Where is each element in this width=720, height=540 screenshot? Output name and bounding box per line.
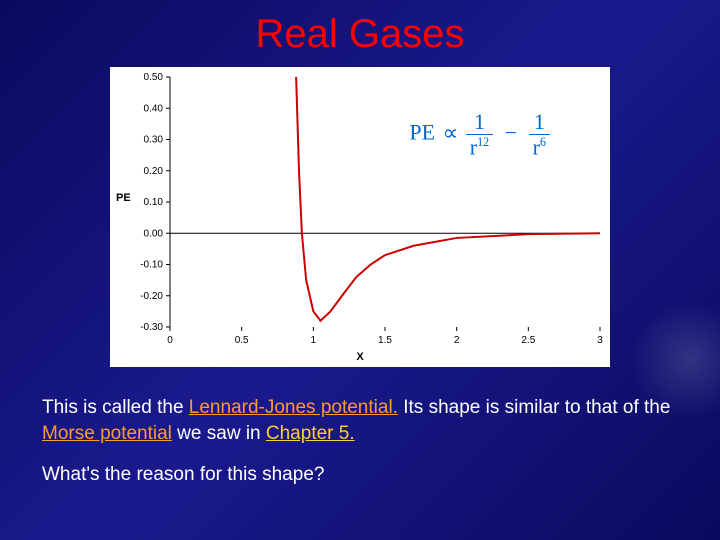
question-text: What's the reason for this shape? bbox=[0, 446, 720, 486]
y-axis-label: PE bbox=[116, 192, 131, 204]
svg-text:0.5: 0.5 bbox=[235, 335, 249, 346]
svg-text:-0.30: -0.30 bbox=[140, 322, 163, 333]
lj-chart: -0.30-0.20-0.100.000.100.200.300.400.500… bbox=[110, 67, 610, 367]
svg-text:-0.20: -0.20 bbox=[140, 291, 163, 302]
svg-text:1: 1 bbox=[311, 335, 317, 346]
svg-text:0: 0 bbox=[167, 335, 173, 346]
svg-text:3: 3 bbox=[597, 335, 603, 346]
svg-text:0.30: 0.30 bbox=[144, 135, 164, 146]
svg-text:1.5: 1.5 bbox=[378, 335, 392, 346]
body-text: This is called the Lennard-Jones potenti… bbox=[0, 367, 720, 446]
slide-title: Real Gases bbox=[0, 0, 720, 57]
svg-text:0.00: 0.00 bbox=[144, 228, 164, 239]
svg-text:2.5: 2.5 bbox=[521, 335, 535, 346]
pe-formula: PE ∝ 1 r12 − 1 r6 bbox=[409, 111, 550, 158]
svg-text:0.40: 0.40 bbox=[144, 103, 164, 114]
x-axis-label: X bbox=[356, 351, 363, 363]
svg-text:2: 2 bbox=[454, 335, 460, 346]
svg-text:-0.10: -0.10 bbox=[140, 260, 163, 271]
svg-text:0.10: 0.10 bbox=[144, 197, 164, 208]
svg-text:0.20: 0.20 bbox=[144, 166, 164, 177]
svg-text:0.50: 0.50 bbox=[144, 72, 164, 83]
